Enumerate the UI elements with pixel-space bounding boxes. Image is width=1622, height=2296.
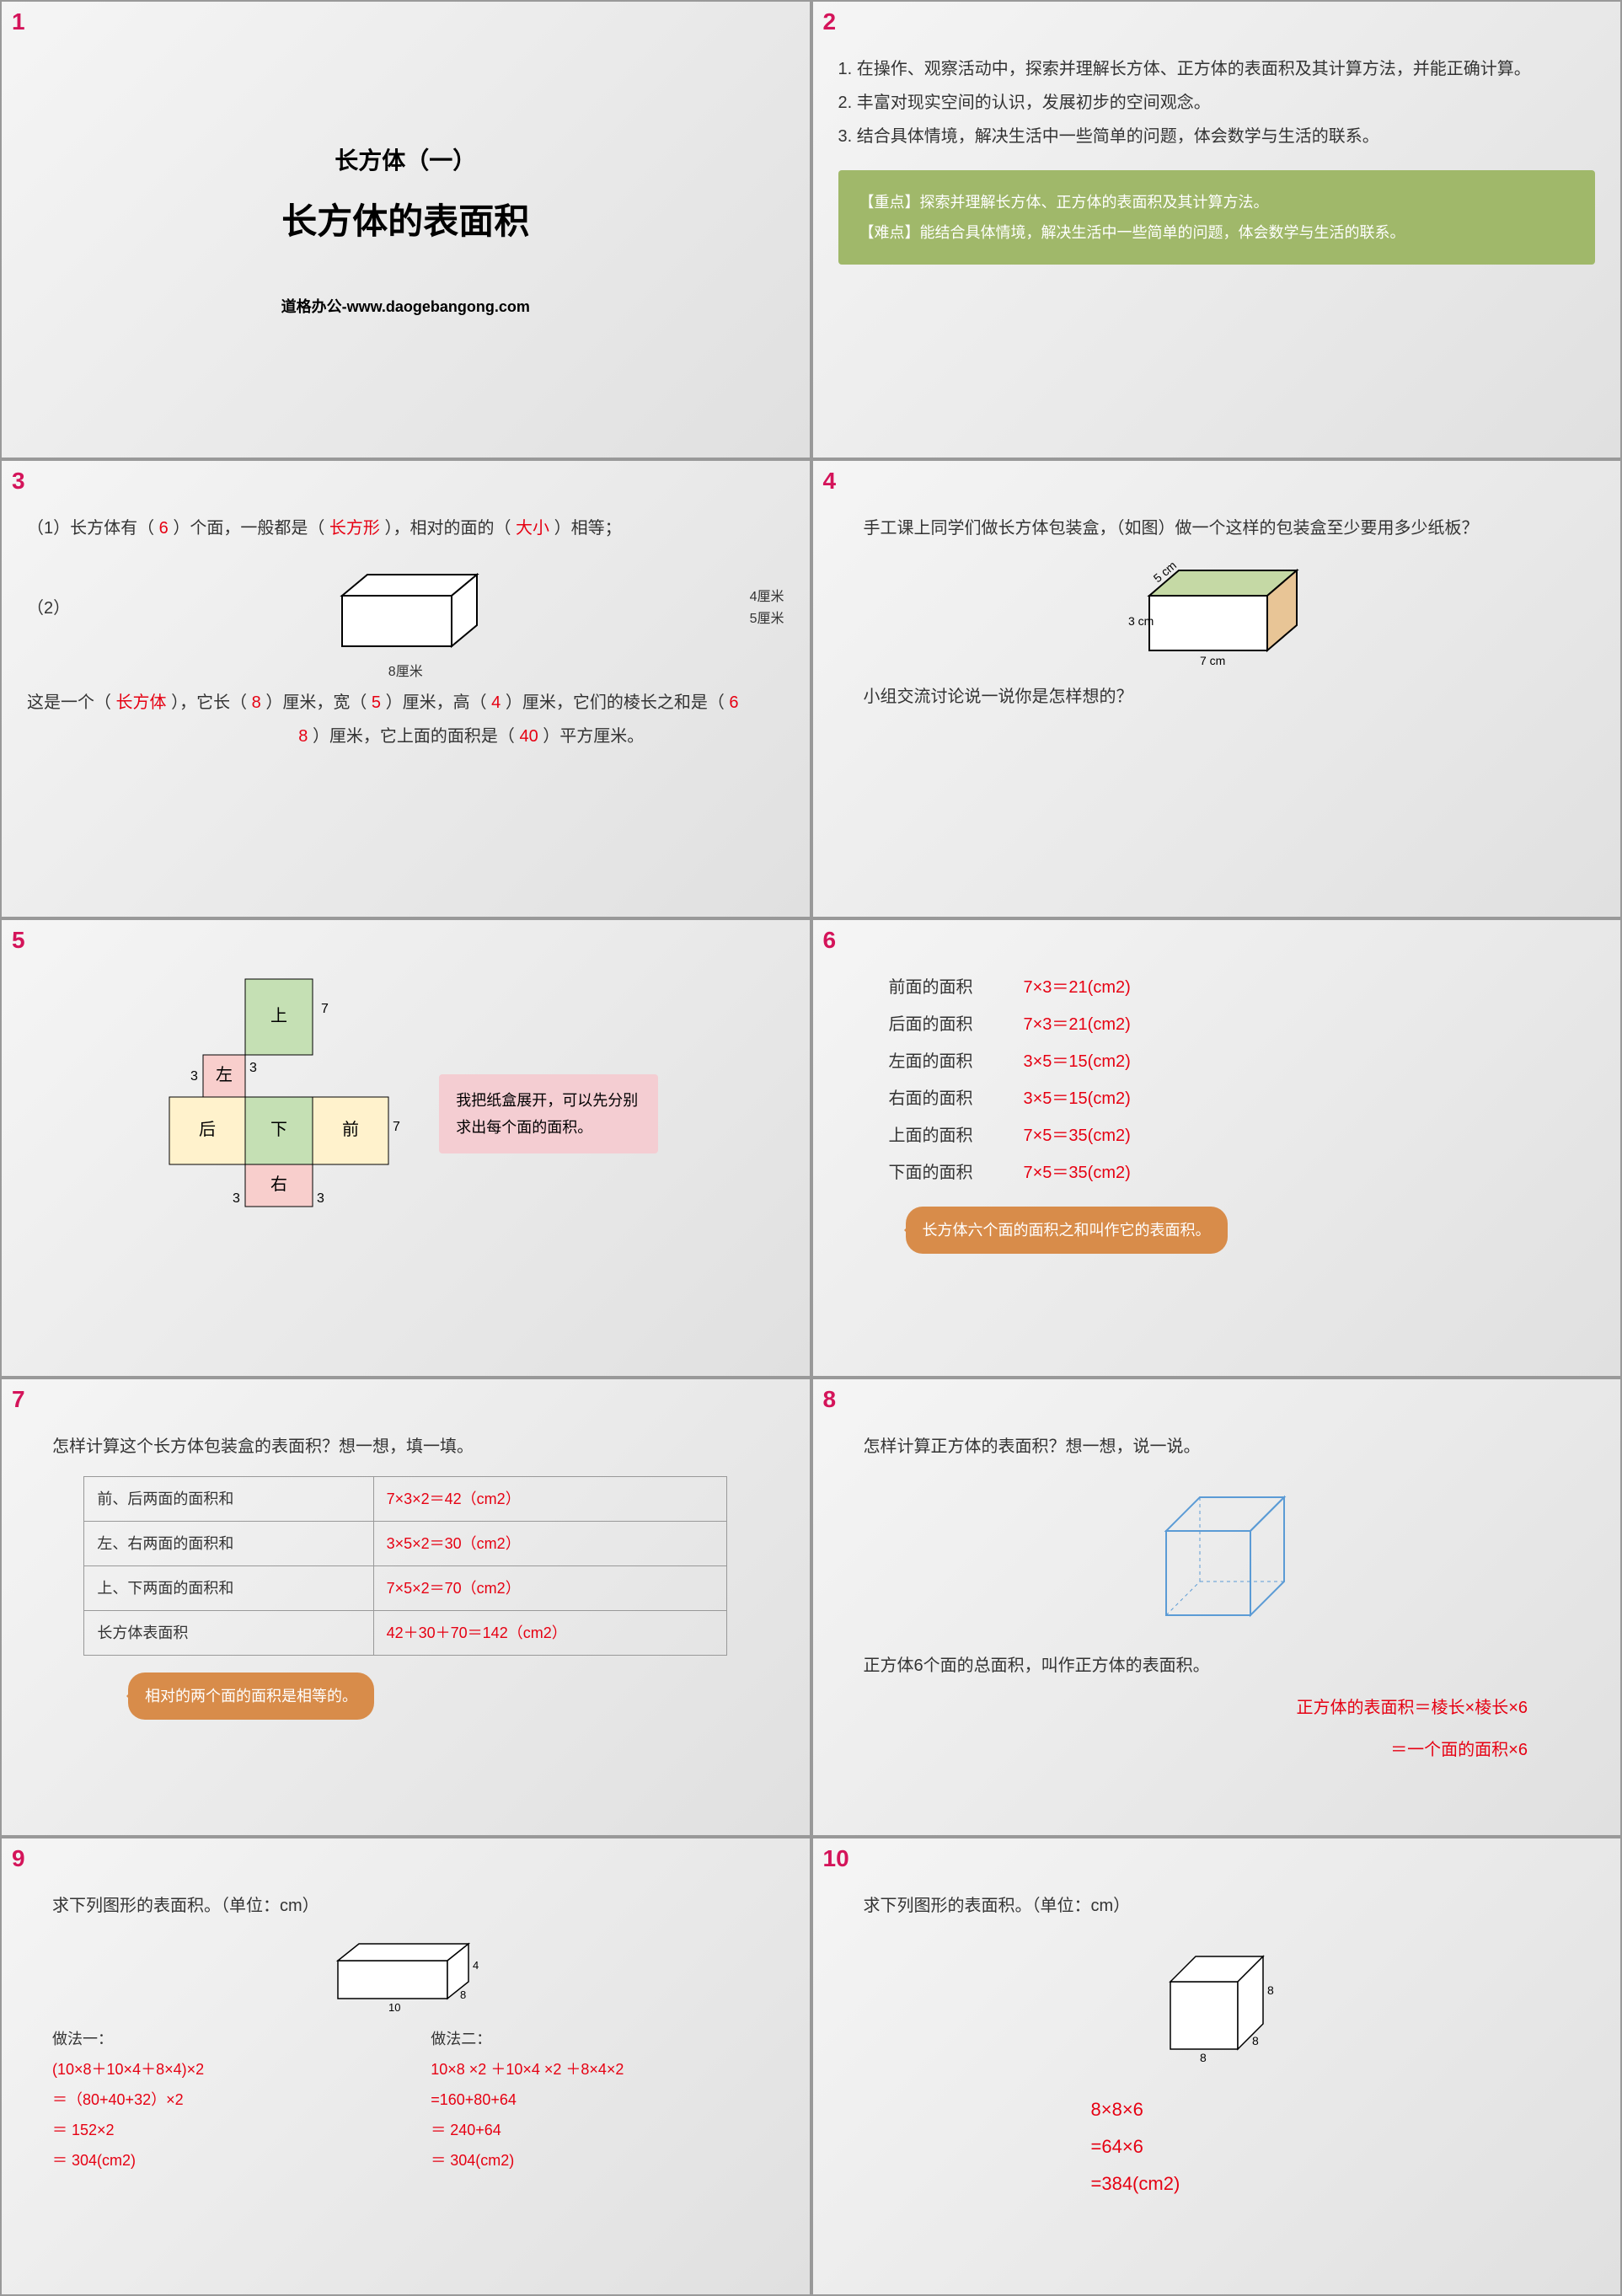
svg-text:右: 右 — [270, 1175, 287, 1194]
chapter-title: 长方体（一） — [335, 142, 476, 176]
speech-bubble: 我把纸盒展开，可以先分别求出每个面的面积。 — [439, 1074, 658, 1154]
method-1: 做法一： (10×8＋10×4＋8×4)×2 ＝（80+40+32）×2 ＝ 1… — [52, 2024, 380, 2176]
question-1: （1）长方体有（ 6 ）个面，一般都是（ 长方形 ），相对的面的（ 大小 ）相等… — [27, 511, 784, 545]
svg-text:3: 3 — [317, 1191, 324, 1206]
slide-6: 6 前面的面积7×3＝21(cm2) 后面的面积7×3＝21(cm2) 左面的面… — [811, 918, 1622, 1378]
svg-text:下: 下 — [270, 1121, 287, 1139]
svg-text:4: 4 — [473, 1959, 479, 1972]
slide-10: 10 求下列图形的表面积。（单位：cm） 8 8 8 8×8×6 =64×6 =… — [811, 1837, 1622, 2296]
slide-3: 3 （1）长方体有（ 6 ）个面，一般都是（ 长方形 ），相对的面的（ 大小 ）… — [0, 459, 811, 918]
slide-number: 7 — [12, 1386, 25, 1413]
svg-text:3: 3 — [190, 1069, 198, 1084]
summary-box: 长方体六个面的面积之和叫作它的表面积。 — [906, 1207, 1228, 1254]
slide-number: 9 — [12, 1845, 25, 1872]
cuboid-icon — [325, 562, 494, 655]
slide-2: 2 1. 在操作、观察活动中，探索并理解长方体、正方体的表面积及其计算方法，并能… — [811, 0, 1622, 459]
svg-text:8: 8 — [1200, 2051, 1207, 2064]
svg-text:8: 8 — [1267, 1983, 1274, 1997]
slide-1: 1 长方体（一） 长方体的表面积 道格办公-www.daogebangong.c… — [0, 0, 811, 459]
svg-text:左: 左 — [216, 1065, 233, 1084]
key-points-box: 【重点】探索并理解长方体、正方体的表面积及其计算方法。 【难点】能结合具体情境，… — [838, 170, 1596, 265]
formula-1: 正方体的表面积＝棱长×棱长×6 — [864, 1691, 1528, 1725]
svg-text:10: 10 — [388, 2001, 400, 2014]
svg-text:7: 7 — [321, 1002, 329, 1016]
difficult-point: 【难点】能结合具体情境，解决生活中一些简单的问题，体会数学与生活的联系。 — [859, 217, 1575, 248]
slide-7: 7 怎样计算这个长方体包装盒的表面积？想一想，填一填。 前、后两面的面积和7×3… — [0, 1378, 811, 1837]
question: 求下列图形的表面积。（单位：cm） — [864, 1889, 1571, 1923]
slide-number: 2 — [823, 8, 837, 35]
objective-1: 1. 在操作、观察活动中，探索并理解长方体、正方体的表面积及其计算方法，并能正确… — [838, 52, 1596, 86]
main-title: 长方体的表面积 — [281, 193, 529, 244]
question: 手工课上同学们做长方体包装盒，（如图）做一个这样的包装盒至少要用多少纸板？ — [864, 511, 1571, 545]
slide-number: 1 — [12, 8, 25, 35]
slide-number: 3 — [12, 468, 25, 495]
calculation: 8×8×6 =64×6 =384(cm2) — [1091, 2091, 1596, 2202]
cube-icon: 8 8 8 — [1149, 1940, 1284, 2074]
dim-w: 5厘米 — [750, 608, 784, 630]
slide-9: 9 求下列图形的表面积。（单位：cm） 10 8 4 做法一： (10×8＋10… — [0, 1837, 811, 2296]
q2-label: （2） — [27, 591, 70, 625]
slide-8: 8 怎样计算正方体的表面积？想一想，说一说。 正方体6个面的总面积，叫作正方体的… — [811, 1378, 1622, 1837]
svg-text:后: 后 — [199, 1120, 216, 1139]
question: 怎样计算正方体的表面积？想一想，说一说。 — [864, 1430, 1571, 1464]
watermark: 道格办公-www.daogebangong.com — [281, 295, 530, 317]
key-point: 【重点】探索并理解长方体、正方体的表面积及其计算方法。 — [859, 187, 1575, 217]
objective-2: 2. 丰富对现实空间的认识，发展初步的空间观念。 — [838, 86, 1596, 120]
svg-text:8: 8 — [1252, 2034, 1259, 2047]
objective-3: 3. 结合具体情境，解决生活中一些简单的问题，体会数学与生活的联系。 — [838, 120, 1596, 153]
net-diagram: 上 左 后 下 前 右 7 3 3 7 3 3 — [153, 962, 405, 1266]
cuboid-icon: 10 8 4 — [321, 1931, 490, 2015]
slide-number: 10 — [823, 1845, 849, 1872]
svg-text:3: 3 — [249, 1061, 257, 1075]
slide-5: 5 上 左 后 下 前 右 7 3 3 7 3 3 我把纸盒展开，可以先分别求出… — [0, 918, 811, 1378]
question-2: 这是一个（ 长方体 ），它长（ 8 ）厘米，宽（ 5 ）厘米，高（ 4 ）厘米，… — [27, 686, 784, 753]
calculation-table: 前、后两面的面积和7×3×2＝42（cm2） 左、右两面的面积和3×5×2＝30… — [83, 1476, 727, 1656]
sub-question: 小组交流讨论说一说你是怎样想的？ — [864, 680, 1571, 714]
slide-number: 5 — [12, 927, 25, 954]
svg-text:3 cm: 3 cm — [1128, 614, 1154, 628]
dim-h: 4厘米 — [750, 586, 784, 608]
slide-number: 4 — [823, 468, 837, 495]
svg-text:上: 上 — [270, 1006, 287, 1025]
slide-number: 6 — [823, 927, 837, 954]
dim-l: 8厘米 — [27, 659, 784, 686]
conclusion: 正方体6个面的总面积，叫作正方体的表面积。 — [864, 1649, 1571, 1683]
face-area-list: 前面的面积7×3＝21(cm2) 后面的面积7×3＝21(cm2) 左面的面积3… — [889, 971, 1545, 1190]
slide-4: 4 手工课上同学们做长方体包装盒，（如图）做一个这样的包装盒至少要用多少纸板？ … — [811, 459, 1622, 918]
formula-2: ＝一个面的面积×6 — [864, 1733, 1528, 1767]
slide-number: 8 — [823, 1386, 837, 1413]
svg-text:8: 8 — [460, 1988, 466, 2001]
method-2: 做法二： 10×8 ×2 ＋10×4 ×2 ＋8×4×2 =160+80+64 … — [431, 2024, 758, 2176]
box-diagram: 7 cm 3 cm 5 cm — [1116, 554, 1318, 672]
svg-text:7: 7 — [393, 1120, 400, 1134]
question: 求下列图形的表面积。（单位：cm） — [52, 1889, 759, 1923]
note-box: 相对的两个面的面积是相等的。 — [128, 1672, 374, 1720]
question: 怎样计算这个长方体包装盒的表面积？想一想，填一填。 — [52, 1430, 759, 1464]
svg-text:3: 3 — [233, 1191, 240, 1206]
svg-text:7 cm: 7 cm — [1200, 654, 1225, 667]
svg-text:前: 前 — [342, 1120, 359, 1139]
cube-icon — [1132, 1480, 1301, 1632]
